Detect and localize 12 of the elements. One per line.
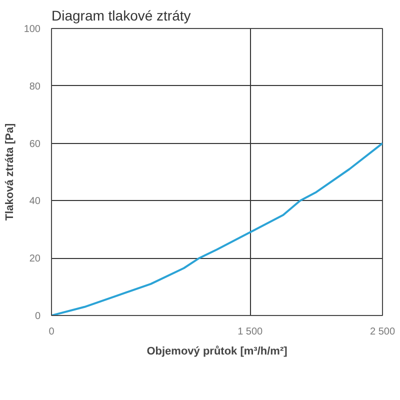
x-tick-label: 1 500 [238, 326, 264, 338]
y-tick-label: 100 [24, 24, 41, 35]
chart-title: Diagram tlakové ztráty [52, 8, 191, 24]
y-tick-label: 40 [29, 196, 41, 208]
x-tick-label: 0 [48, 326, 55, 338]
y-tick-label: 20 [29, 254, 41, 265]
y-tick-label: 80 [29, 81, 41, 92]
x-axis-title: Objemový průtok [m³/h/m²] [146, 346, 288, 358]
y-tick-label: 0 [34, 311, 41, 322]
x-tick-label: 2 500 [370, 326, 396, 338]
y-axis-title: Tlaková ztráta [Pa] [4, 123, 16, 221]
y-tick-label: 60 [29, 138, 41, 150]
